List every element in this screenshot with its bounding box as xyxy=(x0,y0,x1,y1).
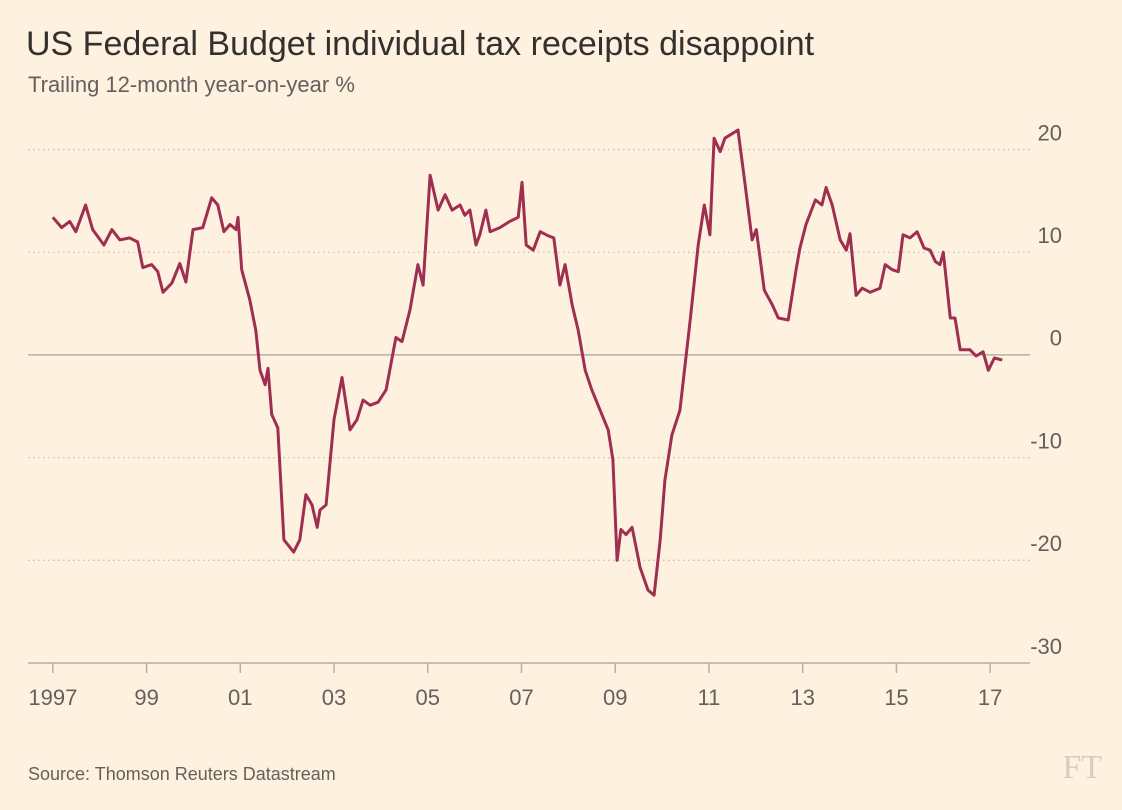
y-tick-label: -20 xyxy=(1030,531,1062,556)
chart-title: US Federal Budget individual tax receipt… xyxy=(26,25,815,63)
x-tick-label: 11 xyxy=(698,685,721,710)
source: Source: Thomson Reuters Datastream xyxy=(28,764,336,784)
x-tick-label: 17 xyxy=(978,685,1002,710)
y-tick-label: 0 xyxy=(1050,326,1062,351)
chart-subtitle: Trailing 12-month year-on-year % xyxy=(28,72,355,97)
x-tick-label: 15 xyxy=(884,685,908,710)
x-tick-label: 05 xyxy=(416,685,440,710)
x-tick-label: 99 xyxy=(134,685,158,710)
x-tick-label: 01 xyxy=(228,685,252,710)
logo: FT xyxy=(1062,749,1102,786)
y-tick-label: -10 xyxy=(1030,428,1062,453)
x-tick-label: 07 xyxy=(509,685,533,710)
y-tick-label: 10 xyxy=(1038,223,1062,248)
y-tick-label: 20 xyxy=(1038,120,1062,145)
y-tick-label: -30 xyxy=(1030,634,1062,659)
x-tick-label: 13 xyxy=(790,685,814,710)
x-tick-label: 03 xyxy=(322,685,346,710)
line-series xyxy=(51,128,1003,597)
x-tick-label: 09 xyxy=(603,685,627,710)
x-tick-label: 1997 xyxy=(28,685,77,710)
